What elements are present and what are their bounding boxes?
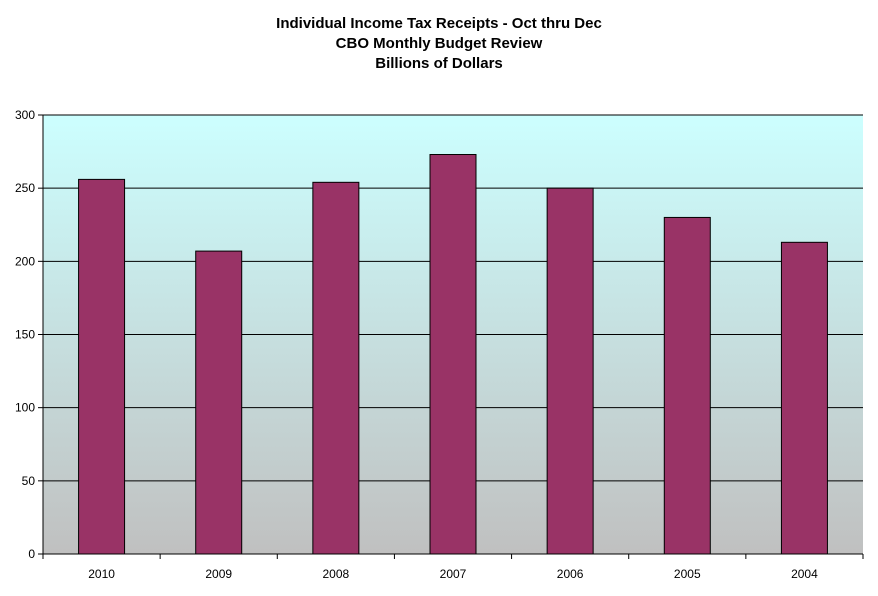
chart-title: Individual Income Tax Receipts - Oct thr… <box>0 14 878 74</box>
y-tick-label: 200 <box>15 254 35 268</box>
bar-2008 <box>312 181 360 555</box>
bar-2006 <box>546 187 594 555</box>
chart-title-line-1: Individual Income Tax Receipts - Oct thr… <box>276 15 602 32</box>
x-tick-label: 2008 <box>323 567 350 581</box>
axes <box>38 114 864 559</box>
y-tick-label: 0 <box>28 547 35 561</box>
chart-title-line-2: CBO Monthly Budget Review <box>335 35 543 52</box>
x-tick-label: 2010 <box>88 567 115 581</box>
x-tick-label: 2005 <box>674 567 701 581</box>
y-tick-label: 300 <box>15 108 35 122</box>
y-tick-label: 150 <box>15 328 35 342</box>
x-tick-label: 2009 <box>205 567 232 581</box>
x-tick-label: 2006 <box>557 567 584 581</box>
bar-2005 <box>663 216 711 555</box>
y-tick-label: 250 <box>15 181 35 195</box>
y-tick-label: 50 <box>22 474 36 488</box>
bar-2010 <box>78 178 126 555</box>
bars <box>78 154 828 555</box>
y-tick-labels: 0 50 100 150 200 250 300 <box>15 108 35 561</box>
x-tick-label: 2004 <box>791 567 818 581</box>
chart-title-line-3: Billions of Dollars <box>375 55 503 72</box>
bar-2004 <box>780 241 828 555</box>
x-tick-labels: 2010 2009 2008 2007 2006 2005 2004 <box>88 567 818 581</box>
bar-2007 <box>429 154 477 555</box>
x-tick-label: 2007 <box>440 567 467 581</box>
y-tick-label: 100 <box>15 401 35 415</box>
bar-2009 <box>195 250 243 555</box>
